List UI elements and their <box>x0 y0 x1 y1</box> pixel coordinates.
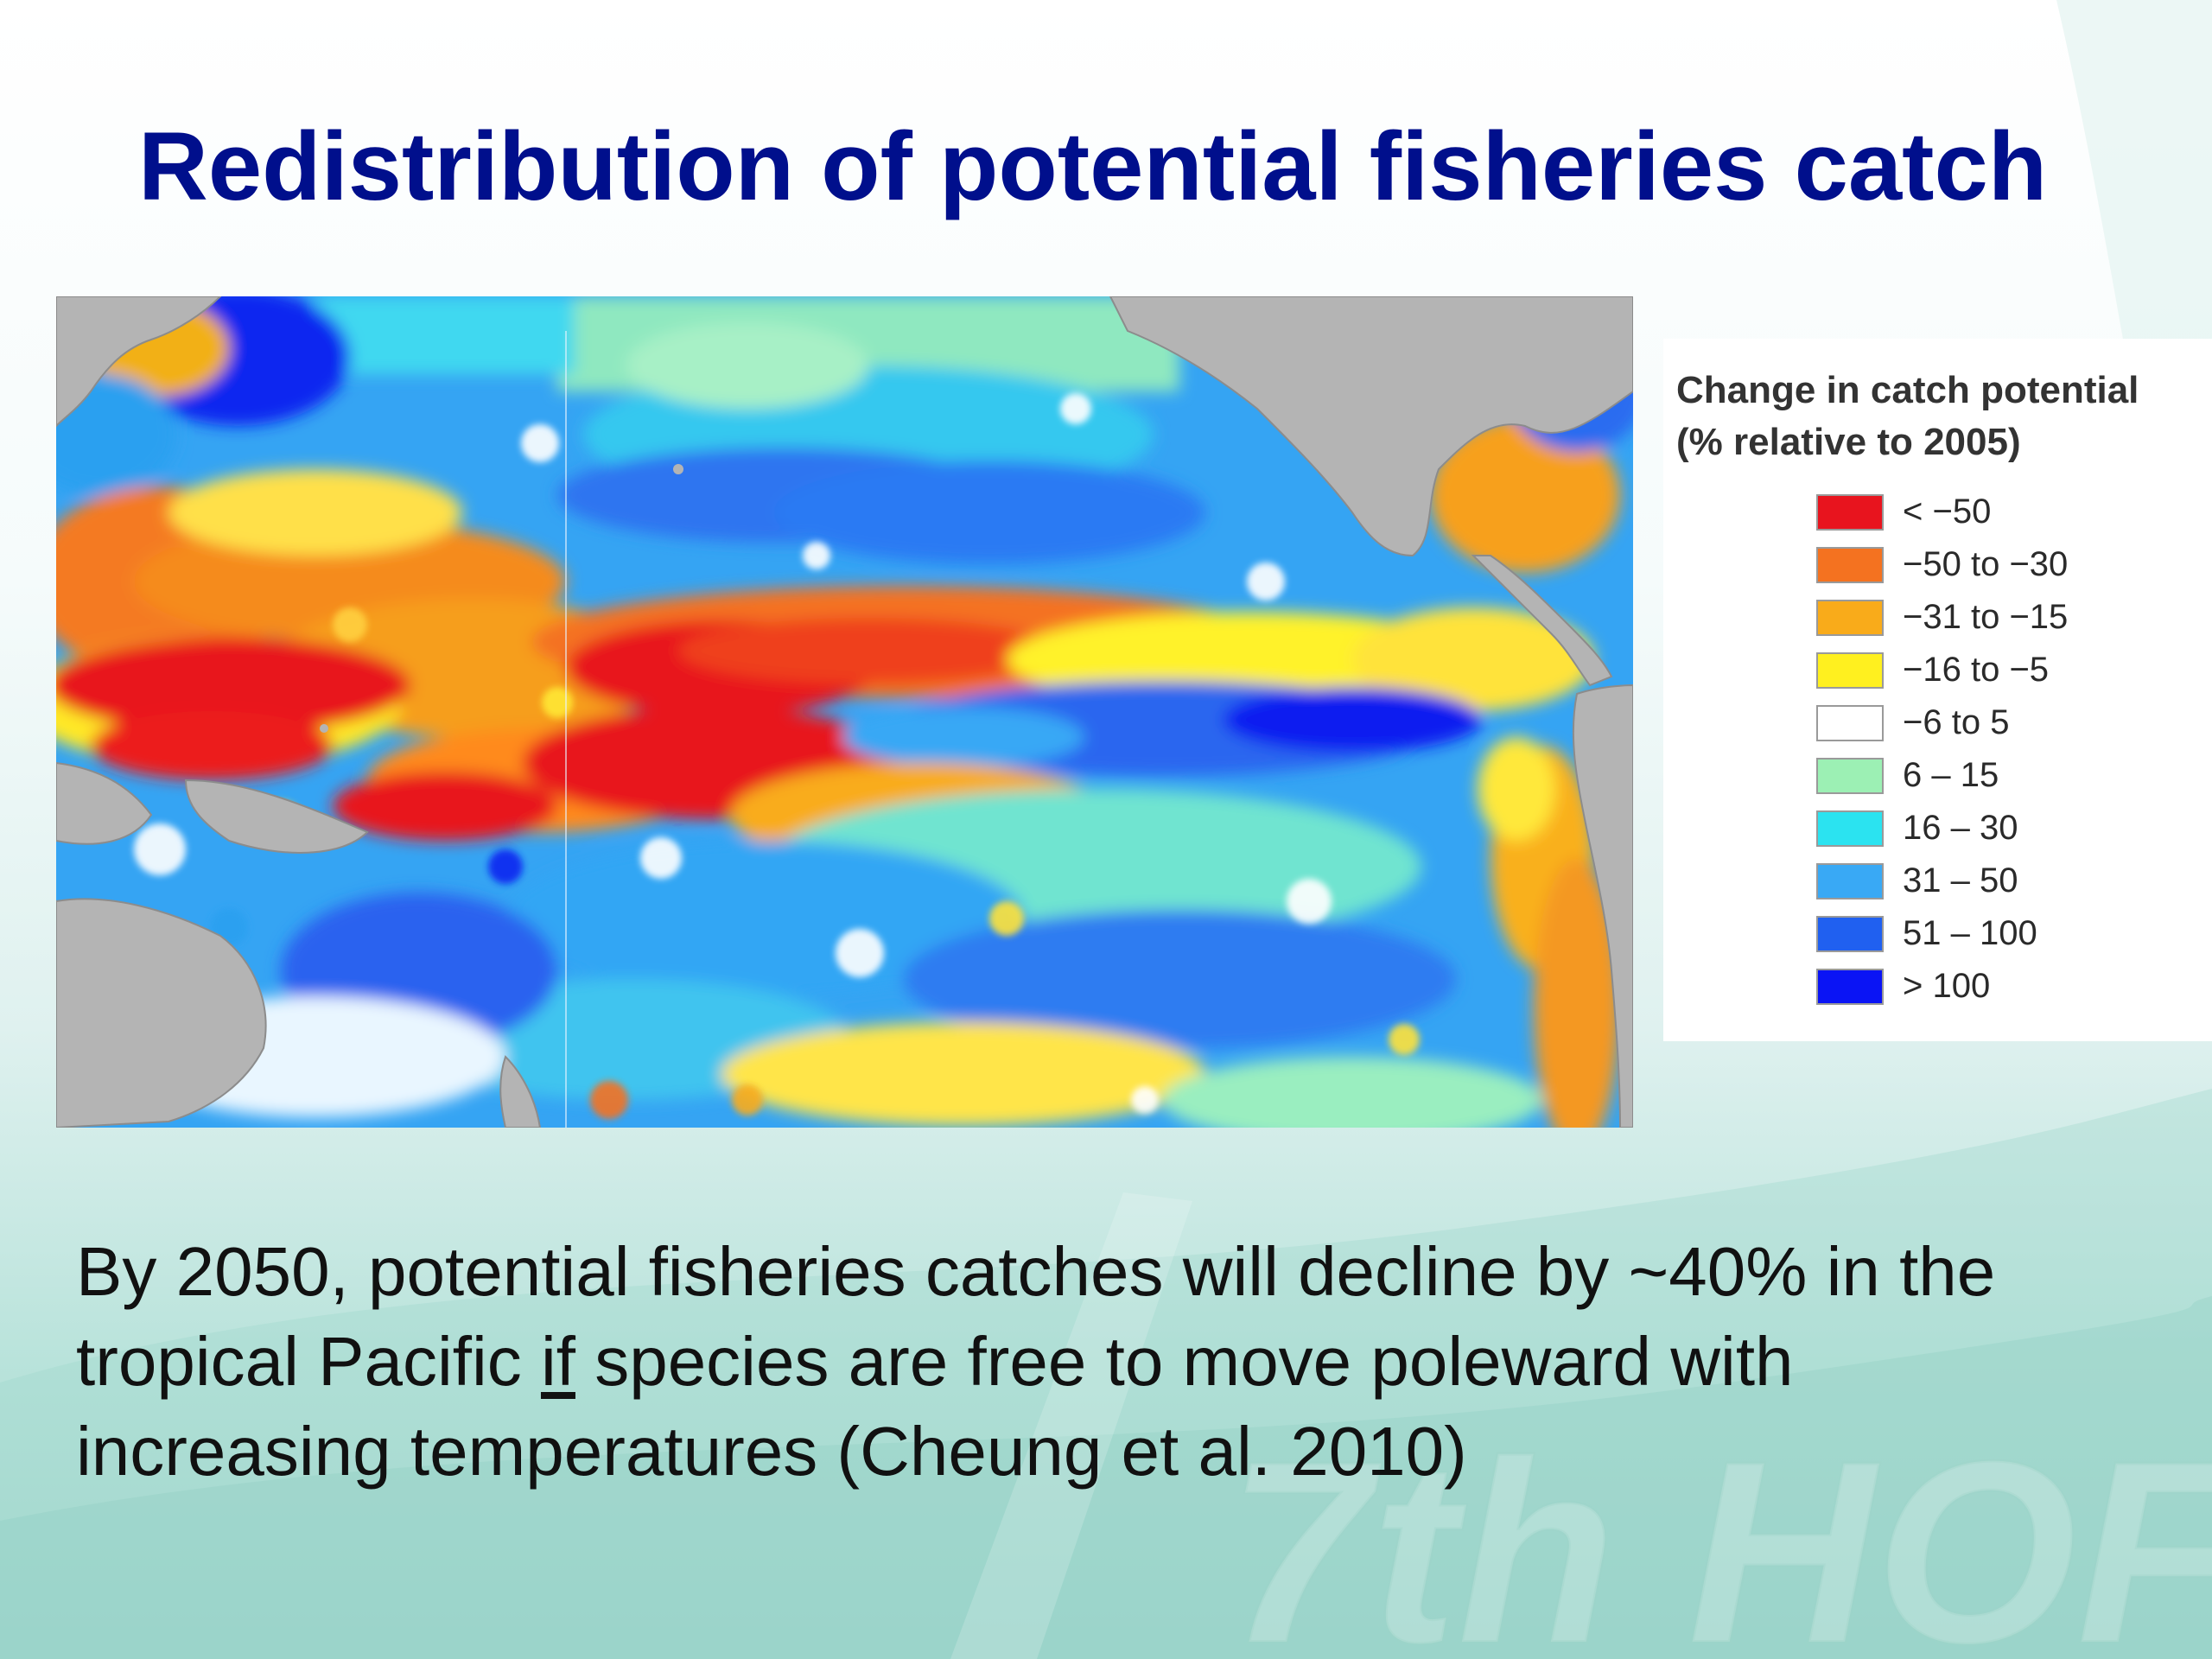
legend-swatch <box>1816 810 1884 847</box>
legend-swatch <box>1816 915 1884 952</box>
legend-item: 6 – 15 <box>1816 749 2068 802</box>
legend-label: −31 to −15 <box>1903 598 2069 636</box>
caption-line3: increasing temperatures (Cheung et al. 2… <box>76 1413 1467 1490</box>
legend-label: −6 to 5 <box>1903 703 2010 741</box>
legend-label: −50 to −30 <box>1903 545 2069 583</box>
legend-items: < −50 −50 to −30 −31 to −15 −16 to −5 −6… <box>1816 486 2068 1013</box>
legend-swatch <box>1816 493 1884 531</box>
legend-swatch <box>1816 546 1884 583</box>
legend-item: > 100 <box>1816 960 2068 1013</box>
legend-title-line2: (% relative to 2005) <box>1676 421 2021 463</box>
catch-potential-map <box>56 296 1633 1128</box>
caption-emphasis: if <box>540 1323 575 1400</box>
legend-swatch <box>1816 968 1884 1005</box>
legend-title-line1: Change in catch potential <box>1676 369 2139 411</box>
legend-label: > 100 <box>1903 967 1991 1005</box>
caption-line1: By 2050, potential fisheries catches wil… <box>76 1233 1996 1310</box>
legend-item: 51 – 100 <box>1816 907 2068 960</box>
watermark-text: 7th HOF <box>1227 1407 2212 1659</box>
legend-label: 6 – 15 <box>1903 756 1999 794</box>
legend-swatch <box>1816 757 1884 794</box>
map-legend: Change in catch potential (% relative to… <box>1663 339 2212 1041</box>
legend-item: 31 – 50 <box>1816 855 2068 907</box>
legend-label: 31 – 50 <box>1903 861 2018 899</box>
slide-title: Redistribution of potential fisheries ca… <box>138 112 2048 220</box>
land-masses <box>56 296 1633 1128</box>
legend-swatch <box>1816 862 1884 899</box>
legend-item: −6 to 5 <box>1816 696 2068 749</box>
legend-label: < −50 <box>1903 493 1992 531</box>
legend-swatch <box>1816 704 1884 741</box>
caption-line2-before: tropical Pacific <box>76 1323 541 1400</box>
legend-label: 16 – 30 <box>1903 809 2018 847</box>
legend-item: −31 to −15 <box>1816 591 2068 644</box>
legend-swatch <box>1816 652 1884 689</box>
map-image <box>56 296 1633 1128</box>
slide-caption: By 2050, potential fisheries catches wil… <box>76 1227 2167 1497</box>
legend-item: 16 – 30 <box>1816 802 2068 855</box>
legend-item: −50 to −30 <box>1816 538 2068 591</box>
legend-title: Change in catch potential (% relative to… <box>1676 365 2203 468</box>
legend-item: −16 to −5 <box>1816 644 2068 696</box>
legend-label: −16 to −5 <box>1903 651 2050 689</box>
legend-swatch <box>1816 599 1884 636</box>
legend-item: < −50 <box>1816 486 2068 538</box>
caption-line2-after: species are free to move poleward with <box>575 1323 1794 1400</box>
caption-line2: tropical Pacific if species are free to … <box>76 1317 2167 1407</box>
legend-label: 51 – 100 <box>1903 914 2037 952</box>
